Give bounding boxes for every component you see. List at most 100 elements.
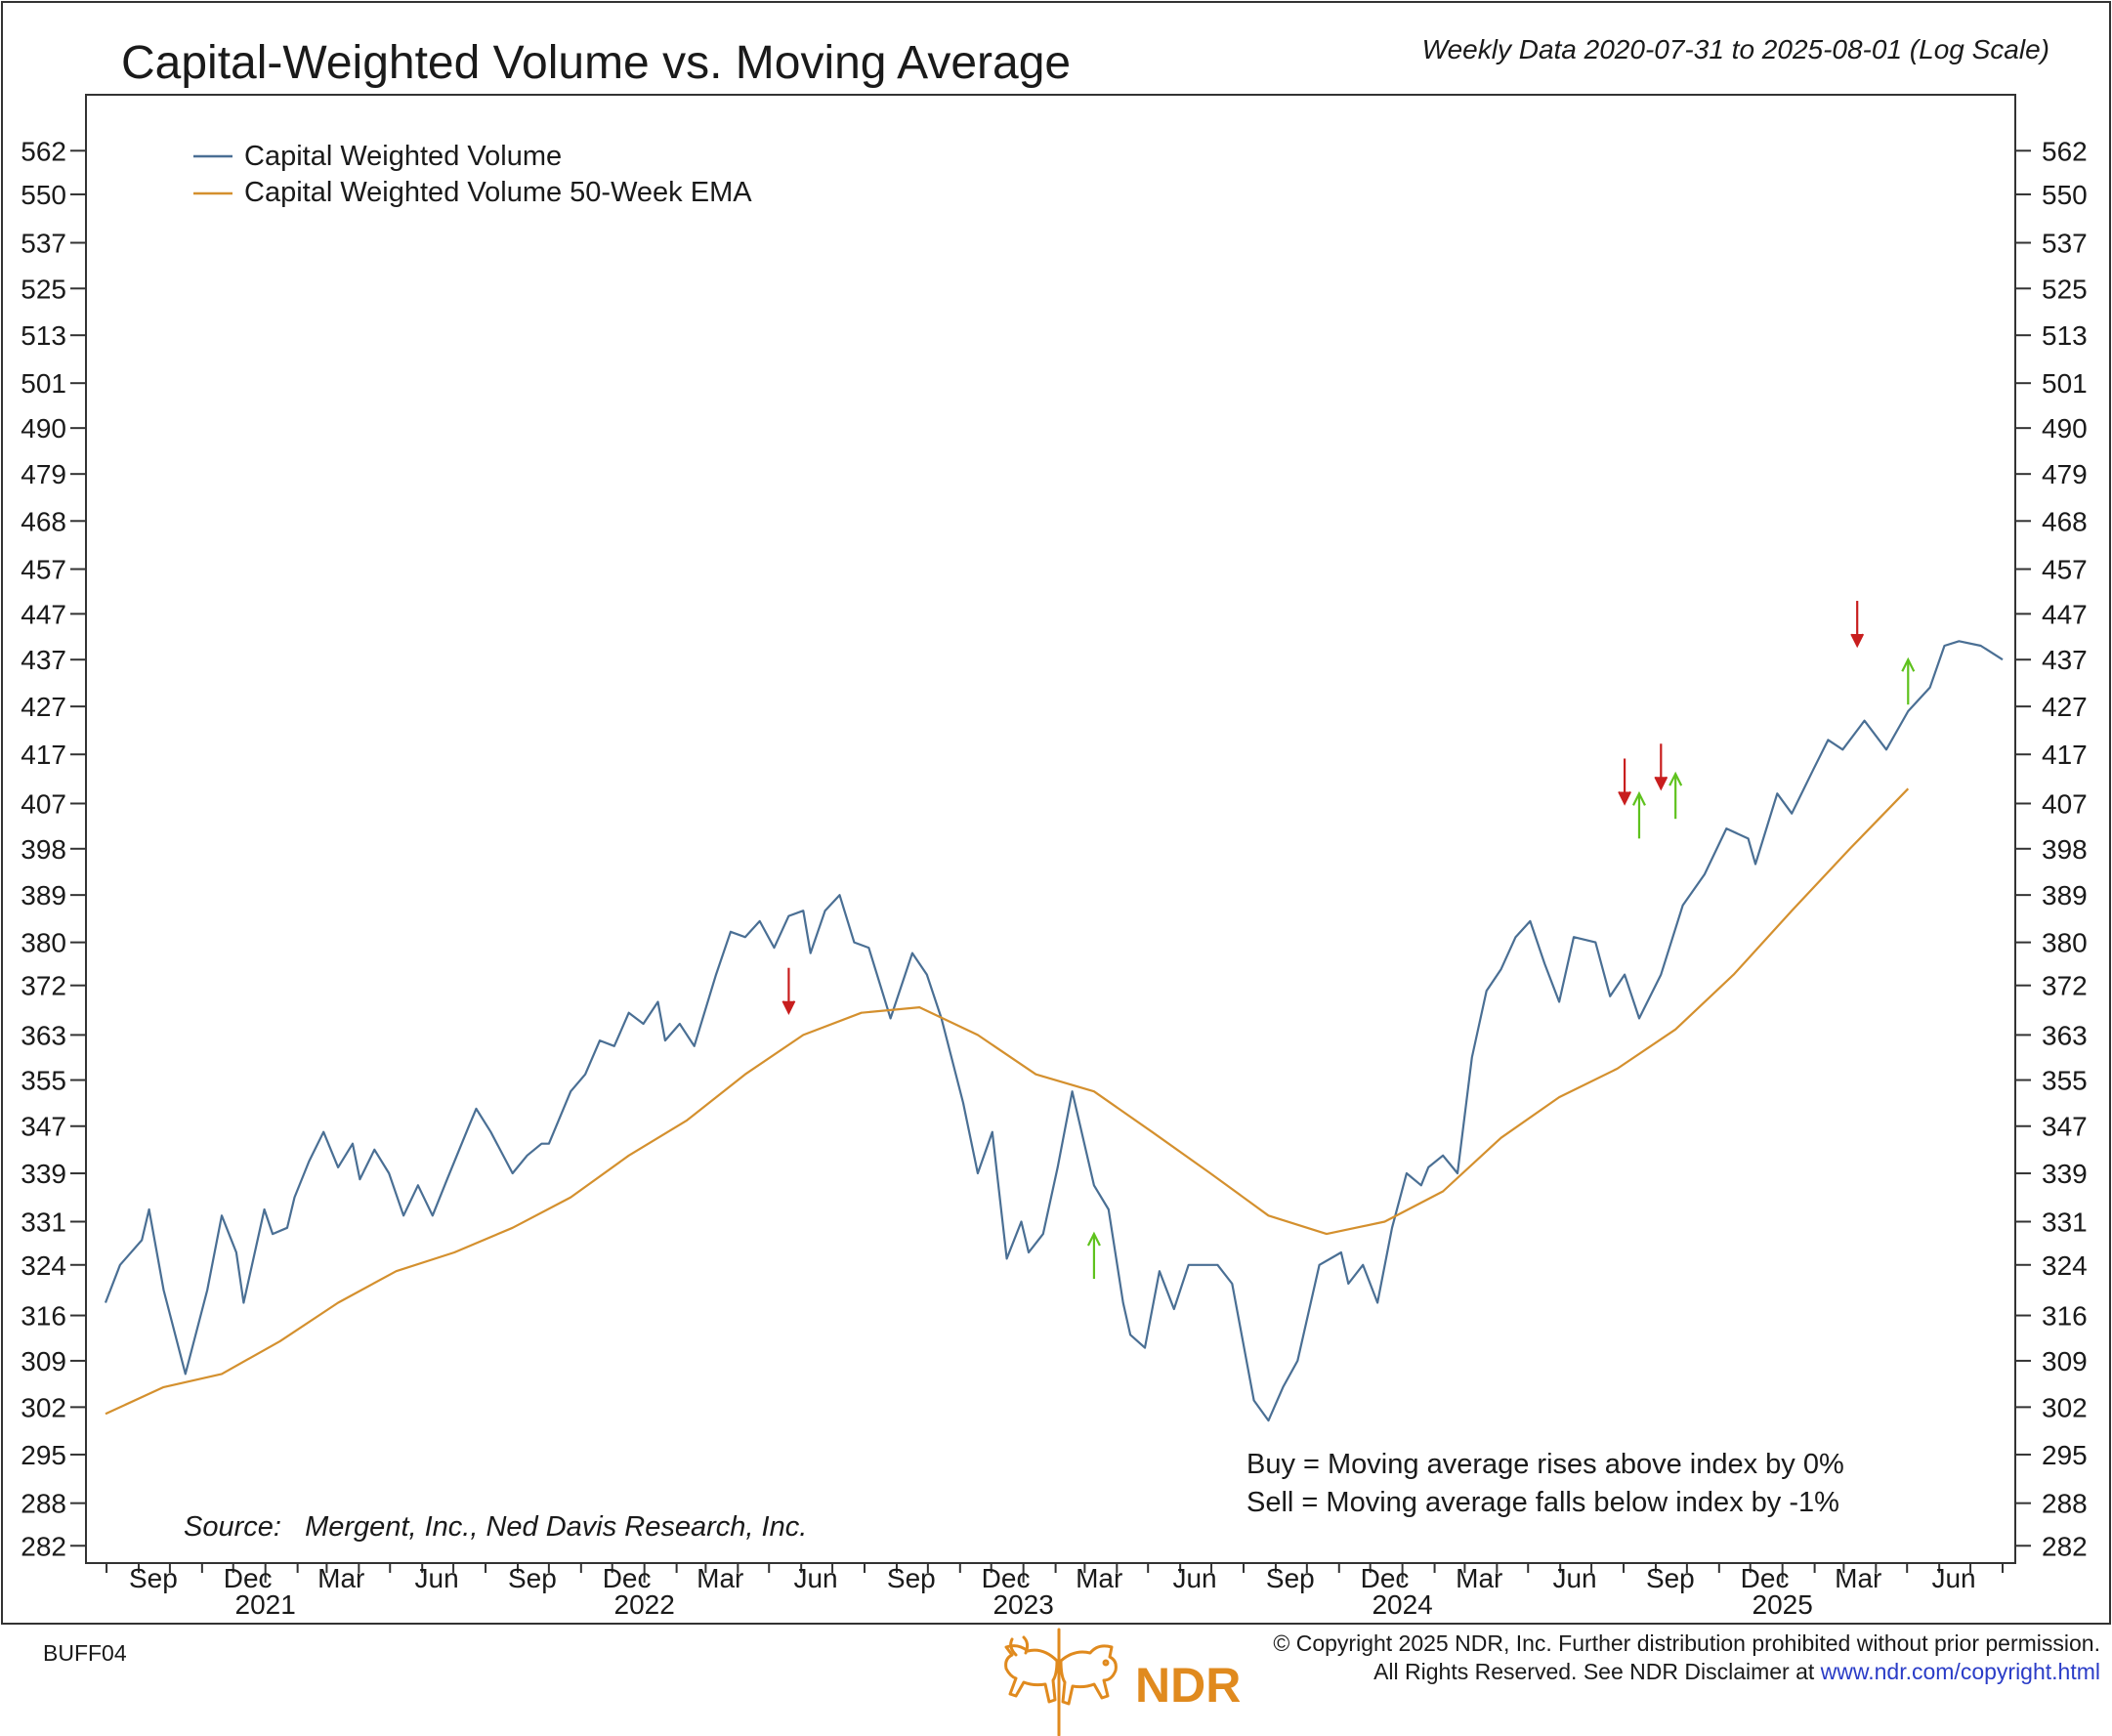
y-tick-label-left: 282: [21, 1531, 66, 1561]
x-tick-label: Jun: [1931, 1563, 1975, 1593]
y-tick-label-right: 302: [2042, 1392, 2088, 1422]
y-tick-label-right: 537: [2042, 228, 2088, 258]
y-tick-label-right: 347: [2042, 1112, 2088, 1142]
x-tick-label: Mar: [697, 1563, 743, 1593]
y-tick-label-right: 316: [2042, 1301, 2088, 1332]
y-tick-label-left: 537: [21, 228, 66, 258]
x-year-label: 2021: [235, 1589, 296, 1620]
y-tick-label-right: 389: [2042, 880, 2088, 910]
x-tick-label: Jun: [1552, 1563, 1596, 1593]
x-year-label: 2025: [1753, 1589, 1813, 1620]
y-tick-label-left: 309: [21, 1346, 66, 1376]
y-tick-label-right: 295: [2042, 1440, 2088, 1470]
y-tick-label-right: 339: [2042, 1159, 2088, 1189]
chart-title: Capital-Weighted Volume vs. Moving Avera…: [121, 37, 1071, 89]
y-tick-label-left: 468: [21, 506, 66, 536]
series-line-ema: [105, 787, 1910, 1416]
y-tick-label-right: 282: [2042, 1531, 2088, 1561]
series-line-volume: [104, 640, 2004, 1422]
buy-signal-arrow: [1631, 790, 1646, 839]
x-axis: Sep Dec Mar Jun Sep Dec Mar Jun Sep Dec Mar Jun Sep D…: [106, 1563, 2004, 1620]
y-tick-label-left: 490: [21, 413, 66, 444]
sell-signal-arrow: [1618, 758, 1631, 806]
y-tick-label-left: 398: [21, 834, 66, 865]
y-tick-label-left: 331: [21, 1207, 66, 1238]
y-tick-label-right: 417: [2042, 740, 2088, 770]
x-tick-label: Mar: [1076, 1563, 1122, 1593]
y-tick-label-right: 550: [2042, 180, 2088, 210]
copyright-line: © Copyright 2025 NDR, Inc. Further distr…: [1273, 1630, 2100, 1656]
disclaimer-text: All Rights Reserved. See NDR Disclaimer …: [1373, 1659, 1821, 1684]
y-tick-label-left: 457: [21, 555, 66, 585]
x-tick-label: Sep: [1646, 1563, 1695, 1593]
y-tick-label-right: 363: [2042, 1020, 2088, 1050]
y-tick-label-left: 355: [21, 1066, 66, 1096]
chart-frame: [1, 1, 2111, 1625]
y-tick-label-right: 525: [2042, 274, 2088, 304]
y-tick-label-left: 295: [21, 1440, 66, 1470]
buy-signal-arrow: [1668, 771, 1683, 820]
y-tick-label-right: 457: [2042, 555, 2088, 585]
y-tick-label-right: 562: [2042, 136, 2088, 166]
ndr-logo: NDR: [1004, 1628, 1241, 1736]
x-tick-label: Sep: [887, 1563, 936, 1593]
x-tick-label: Jun: [793, 1563, 837, 1593]
x-tick-label: Dec: [1361, 1563, 1410, 1593]
legend-label-volume: Capital Weighted Volume: [244, 141, 562, 172]
x-tick-label: Mar: [1835, 1563, 1881, 1593]
y-tick-label-right: 501: [2042, 368, 2088, 399]
y-tick-label-left: 302: [21, 1392, 66, 1422]
x-year-label: 2022: [614, 1589, 675, 1620]
legend: Capital Weighted Volume Capital Weighted…: [193, 141, 752, 208]
x-tick-label: Dec: [224, 1563, 273, 1593]
y-tick-label-right: 355: [2042, 1066, 2088, 1096]
y-tick-label-right: 380: [2042, 928, 2088, 958]
y-tick-label-left: 407: [21, 788, 66, 819]
y-tick-label-left: 550: [21, 180, 66, 210]
y-tick-label-left: 316: [21, 1301, 66, 1332]
x-tick-label: Sep: [508, 1563, 557, 1593]
y-tick-label-right: 490: [2042, 413, 2088, 444]
y-tick-label-left: 389: [21, 880, 66, 910]
y-tick-label-right: 331: [2042, 1207, 2088, 1238]
disclaimer-link[interactable]: www.ndr.com/copyright.html: [1820, 1659, 2100, 1684]
y-tick-label-right: 324: [2042, 1250, 2088, 1281]
x-tick-label: Dec: [603, 1563, 652, 1593]
y-axis-left: 282 288 295 302 309 316 324 331 339 347 355 363 372 3…: [21, 136, 86, 1561]
y-tick-label-right: 513: [2042, 320, 2088, 351]
x-year-label: 2023: [993, 1589, 1053, 1620]
bull-bear-icon: [1004, 1628, 1118, 1736]
y-tick-label-left: 513: [21, 320, 66, 351]
y-tick-label-right: 398: [2042, 834, 2088, 865]
y-tick-label-left: 324: [21, 1250, 66, 1281]
y-tick-label-right: 468: [2042, 506, 2088, 536]
y-tick-label-left: 427: [21, 692, 66, 722]
x-tick-label: Sep: [129, 1563, 178, 1593]
y-tick-label-right: 288: [2042, 1489, 2088, 1519]
ndr-brand-text: NDR: [1135, 1658, 1241, 1713]
x-tick-label: Sep: [1266, 1563, 1315, 1593]
y-axis-right: 282 288 295 302 309 316 324 331 339 347 355 363 372 3…: [2015, 136, 2088, 1561]
y-tick-label-left: 363: [21, 1020, 66, 1050]
legend-label-ema: Capital Weighted Volume 50-Week EMA: [244, 177, 752, 208]
buy-signal-arrow: [1901, 656, 1916, 705]
y-tick-label-right: 427: [2042, 692, 2088, 722]
signal-layer: [781, 601, 1916, 1280]
plot-area: [85, 94, 2016, 1564]
series-layer: [104, 640, 2004, 1422]
y-tick-label-right: 479: [2042, 459, 2088, 489]
y-tick-label-left: 288: [21, 1489, 66, 1519]
sell-rule-note: Sell = Moving average falls below index …: [1246, 1487, 1839, 1518]
y-tick-label-left: 347: [21, 1112, 66, 1142]
buy-signal-arrow: [1086, 1231, 1101, 1280]
chart-subtitle: Weekly Data 2020-07-31 to 2025-08-01 (Lo…: [1422, 34, 2049, 64]
y-tick-label-left: 339: [21, 1159, 66, 1189]
y-tick-label-left: 372: [21, 971, 66, 1001]
x-tick-label: Mar: [317, 1563, 364, 1593]
y-tick-label-left: 437: [21, 645, 66, 675]
disclaimer-line: All Rights Reserved. See NDR Disclaimer …: [1373, 1659, 2100, 1684]
x-tick-label: Jun: [1172, 1563, 1216, 1593]
sell-signal-arrow: [1850, 601, 1865, 649]
x-year-label: 2024: [1372, 1589, 1432, 1620]
